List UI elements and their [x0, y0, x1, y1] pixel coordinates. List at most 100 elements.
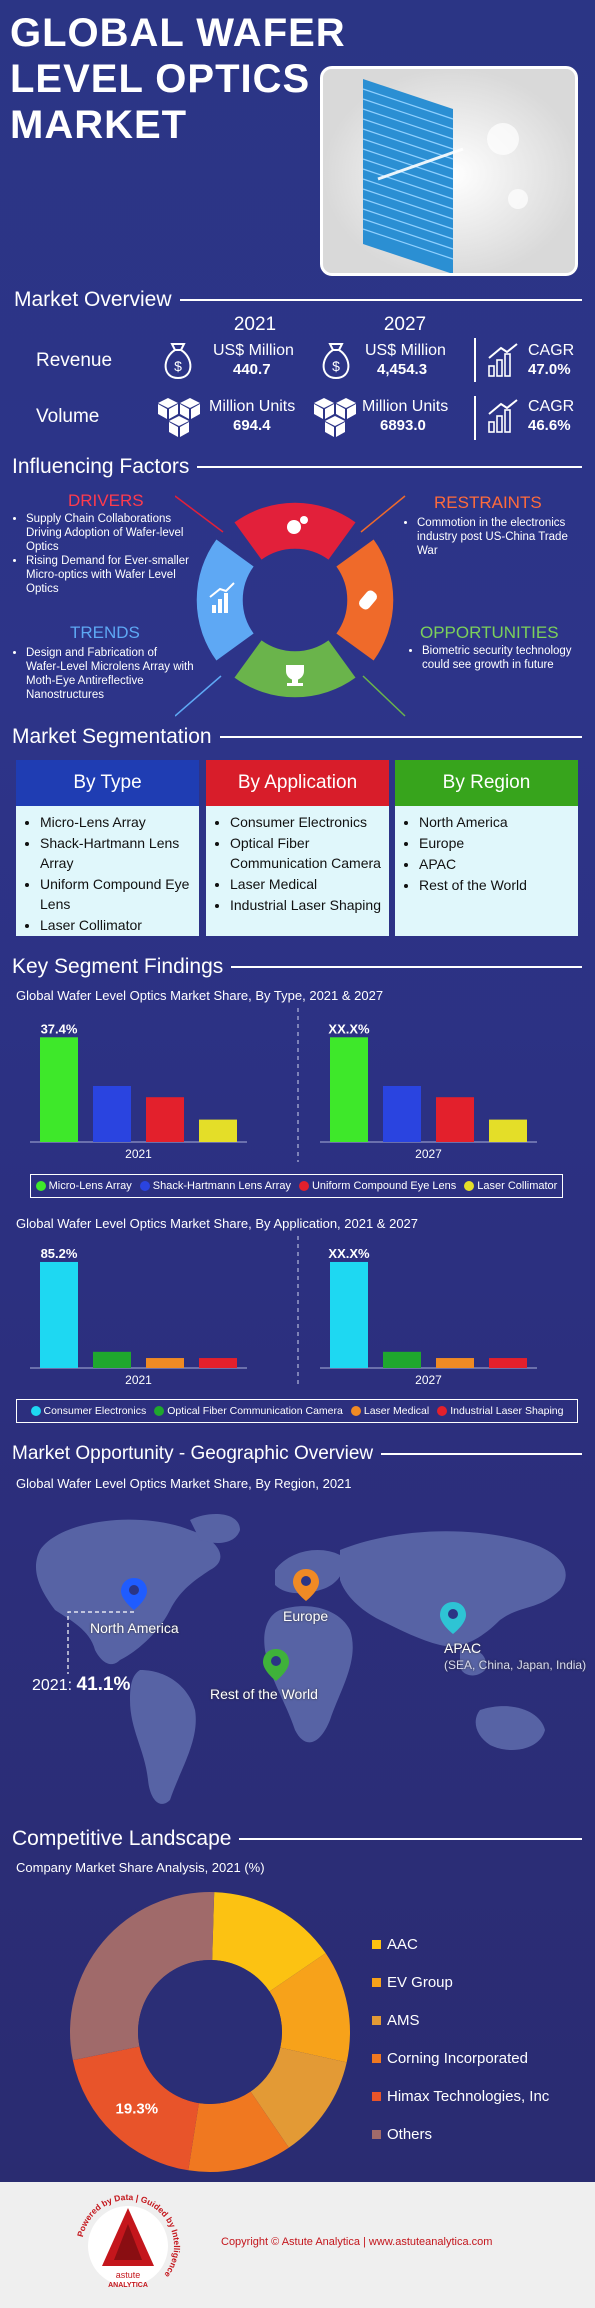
growth-chart-icon	[209, 582, 235, 613]
legend-item: AMS	[372, 2001, 582, 2039]
page-title: GLOBAL WAFER LEVEL OPTICS MARKET	[10, 10, 346, 148]
location-pin-icon	[439, 1601, 467, 1640]
list-item: Design and Fabrication of Wafer-Level Mi…	[26, 646, 194, 702]
chain-link-icon	[359, 590, 377, 610]
company-legend: AAC EV Group AMS Corning Incorporated Himax …	[372, 1925, 582, 2153]
data-label: 37.4%	[41, 1021, 78, 1036]
drivers-list: Supply Chain Collaborations Driving Adop…	[14, 512, 204, 596]
segment-by-region: By Region North America Europe APAC Rest…	[395, 760, 578, 936]
tick-label: 2021	[125, 1373, 152, 1387]
logo-name: astute	[116, 2270, 141, 2280]
bar	[489, 1119, 527, 1142]
bar	[330, 1037, 368, 1142]
legend-swatch	[139, 1181, 150, 1191]
data-label: 85.2%	[41, 1246, 78, 1261]
copyright-text: Copyright © Astute Analytica | www.astut…	[221, 2236, 493, 2248]
donut-slice	[250, 2047, 347, 2148]
chart2-title: Global Wafer Level Optics Market Share, …	[16, 1216, 419, 1231]
list-item: Laser Collimator	[40, 915, 191, 935]
list-item: Commotion in the electronics industry po…	[417, 516, 585, 558]
legend-label: Corning Incorporated	[387, 2049, 528, 2067]
bar	[489, 1358, 527, 1368]
data-label: XX.X%	[328, 1246, 370, 1261]
growth-chart-icon	[487, 398, 519, 439]
type-chart-legend: Micro-Lens Array Shack-Hartmann Lens Arra…	[30, 1174, 563, 1198]
svg-text:$: $	[174, 358, 182, 374]
cubes-icon	[156, 396, 202, 443]
legend-swatch	[437, 1406, 448, 1416]
legend-swatch	[372, 2015, 381, 2025]
divider	[474, 396, 476, 440]
list-item: Consumer Electronics	[230, 812, 381, 832]
callout-line	[67, 1611, 134, 1674]
factors-wheel	[190, 495, 400, 710]
legend-swatch	[298, 1181, 309, 1191]
legend-item: Industrial Laser Shaping	[437, 1405, 563, 1417]
list-item: Industrial Laser Shaping	[230, 895, 381, 915]
segment-list: Consumer Electronics Optical Fiber Commu…	[206, 806, 389, 936]
segment-by-type: By Type Micro-Lens Array Shack-Hartmann …	[16, 760, 199, 936]
list-item: Optical Fiber Communication Camera	[230, 833, 381, 873]
year-2021: 2021	[233, 314, 277, 335]
findings-heading-text: Key Segment Findings	[12, 955, 224, 978]
type-bar-chart: 37.4% 2021 XX.X% 2027	[30, 1008, 537, 1162]
segment-by-application: By Application Consumer Electronics Opti…	[206, 760, 389, 936]
legend-item: Laser Collimator	[464, 1180, 557, 1192]
chart1-title: Global Wafer Level Optics Market Share, …	[16, 988, 384, 1003]
legend-item: Corning Incorporated	[372, 2039, 582, 2077]
volume-label: Volume	[36, 406, 100, 427]
opportunities-list: Biometric security technology could see …	[410, 644, 588, 672]
region-label-north-america: North America	[90, 1620, 179, 1636]
opportunities-title: OPPORTUNITIES	[420, 623, 559, 642]
bar	[436, 1358, 474, 1368]
legend-label: EV Group	[387, 1973, 453, 1991]
gears-icon	[287, 516, 308, 534]
legend-swatch	[372, 2091, 381, 2101]
legend-swatch	[35, 1181, 46, 1191]
geo-heading: Market Opportunity - Geographic Overview	[12, 1443, 582, 1465]
bar	[199, 1358, 237, 1368]
segment-list: North America Europe APAC Rest of the Wo…	[395, 806, 578, 936]
astute-logo: Powered by Data | Guided by Intelligence…	[75, 2192, 182, 2289]
list-item: Micro-Lens Array	[40, 812, 191, 832]
overview-heading: Market Overview	[14, 288, 582, 312]
volume-unit-2027: Million Units	[362, 398, 449, 415]
list-item: Laser Medical	[230, 874, 381, 894]
segmentation-heading: Market Segmentation	[12, 725, 582, 749]
bar	[383, 1086, 421, 1142]
legend-item: Others	[372, 2115, 582, 2153]
volume-value-2021: 694.4	[233, 417, 271, 434]
legend-swatch	[372, 1939, 381, 1949]
overview-heading-text: Market Overview	[14, 288, 172, 311]
trophy-icon	[286, 665, 304, 686]
legend-item: AAC	[372, 1925, 582, 1963]
tick-label: 2027	[415, 1147, 442, 1161]
legend-swatch	[464, 1181, 475, 1191]
competitive-heading-text: Competitive Landscape	[12, 1827, 232, 1850]
svg-text:$: $	[332, 358, 340, 374]
revenue-cagr-value: 47.0%	[528, 361, 571, 378]
revenue-unit-2027: US$ Million	[365, 342, 446, 359]
legend-label: Himax Technologies, Inc	[387, 2087, 550, 2105]
legend-swatch	[372, 1977, 381, 1987]
location-pin-icon	[262, 1648, 290, 1687]
divider	[231, 966, 582, 968]
revenue-cagr-label: CAGR	[528, 342, 575, 359]
location-pin-icon	[120, 1577, 148, 1616]
drivers-title: DRIVERS	[68, 491, 144, 510]
legend-label: AAC	[387, 1935, 418, 1953]
legend-swatch	[350, 1406, 361, 1416]
geo-heading-text: Market Opportunity - Geographic Overview	[12, 1443, 374, 1464]
bar	[40, 1261, 78, 1368]
tick-label: 2021	[125, 1147, 152, 1161]
divider	[179, 299, 582, 301]
revenue-label: Revenue	[36, 350, 113, 371]
legend-label: Uniform Compound Eye Lens	[311, 1180, 457, 1192]
legend-item: Shack-Hartmann Lens Array	[139, 1180, 291, 1192]
list-item: Biometric security technology could see …	[422, 644, 588, 672]
segment-title: By Type	[16, 760, 199, 806]
segmentation-heading-text: Market Segmentation	[12, 725, 212, 748]
revenue-value-2021: 440.7	[233, 361, 271, 378]
company-share-donut: 19.3%	[70, 1892, 350, 2172]
connector-lines	[175, 495, 406, 717]
